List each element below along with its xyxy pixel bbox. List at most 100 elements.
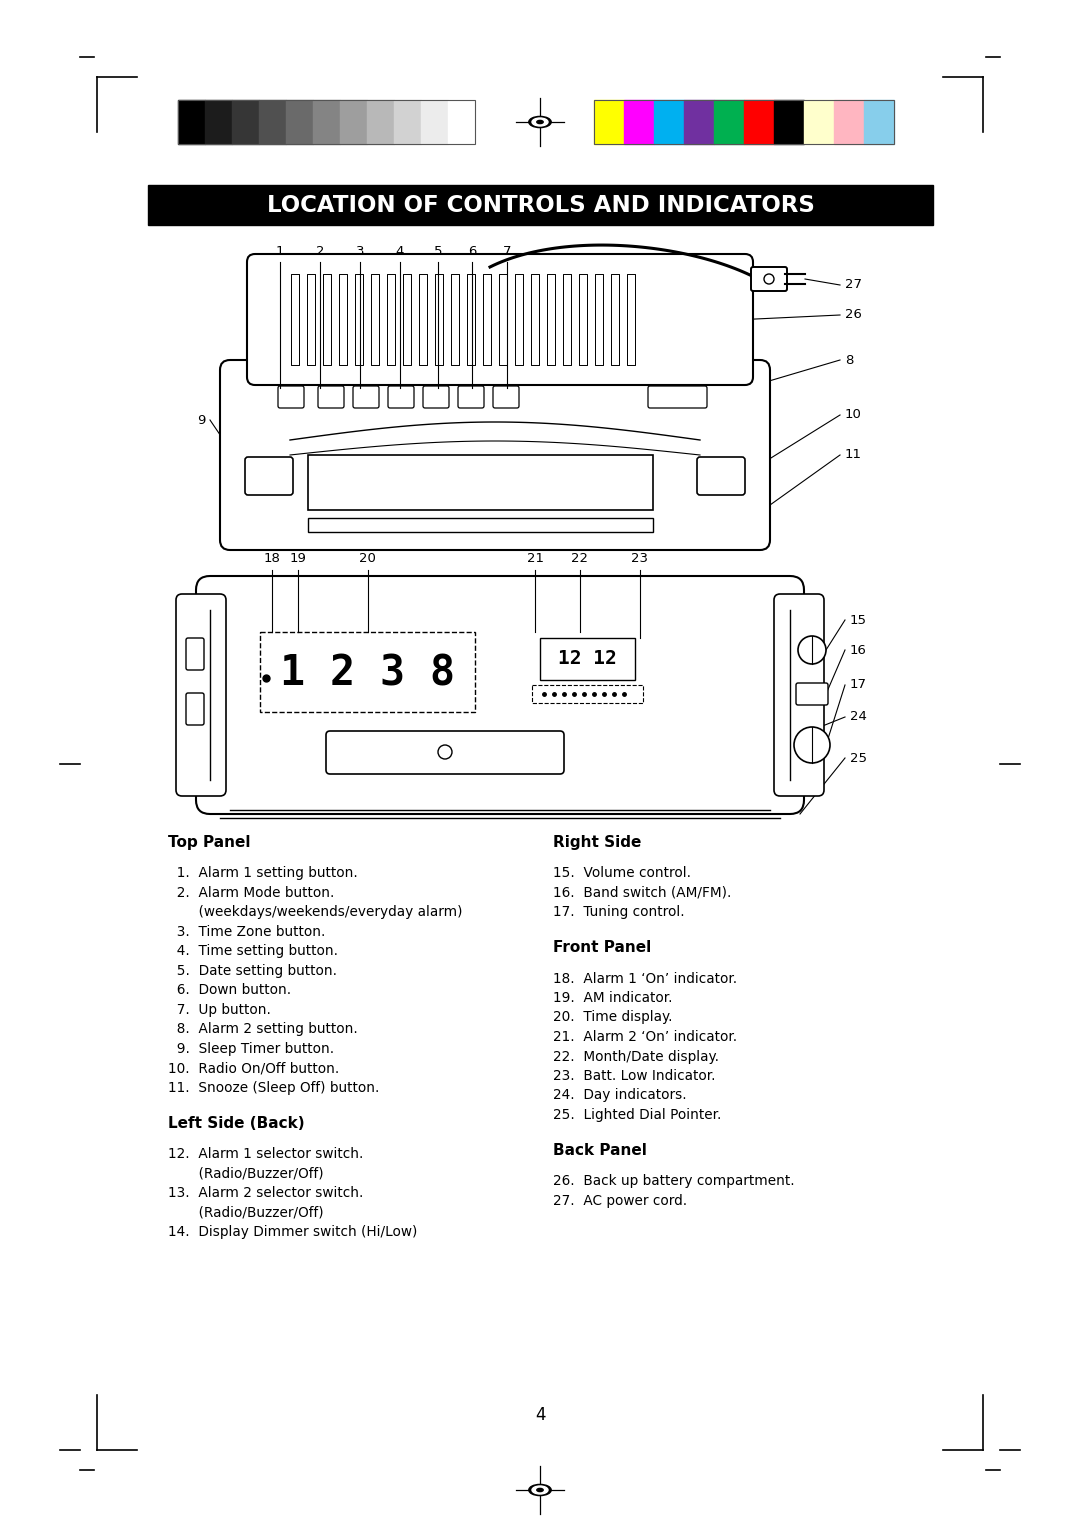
Text: (weekdays/weekends/everyday alarm): (weekdays/weekends/everyday alarm): [168, 905, 462, 920]
Text: 25.  Lighted Dial Pointer.: 25. Lighted Dial Pointer.: [553, 1108, 721, 1122]
Text: 6: 6: [468, 244, 476, 258]
FancyBboxPatch shape: [751, 267, 787, 290]
Bar: [323, 274, 330, 365]
Text: 17: 17: [850, 678, 867, 692]
Text: 13.  Alarm 2 selector switch.: 13. Alarm 2 selector switch.: [168, 1186, 363, 1199]
Ellipse shape: [532, 118, 548, 125]
Text: 27.  AC power cord.: 27. AC power cord.: [553, 1193, 687, 1207]
Circle shape: [438, 746, 453, 759]
Bar: [421, 99, 448, 144]
Bar: [531, 274, 539, 365]
Bar: [307, 274, 315, 365]
Text: 21: 21: [527, 552, 543, 565]
Text: 25: 25: [850, 752, 867, 764]
Text: 18.  Alarm 1 ‘On’ indicator.: 18. Alarm 1 ‘On’ indicator.: [553, 972, 738, 986]
Bar: [563, 274, 571, 365]
Circle shape: [764, 274, 774, 284]
Text: 14: 14: [188, 723, 205, 736]
Bar: [148, 185, 933, 225]
Text: 12: 12: [188, 619, 205, 631]
FancyBboxPatch shape: [458, 387, 484, 408]
Bar: [340, 99, 367, 144]
FancyBboxPatch shape: [186, 694, 204, 724]
Text: 16: 16: [850, 643, 867, 657]
Bar: [594, 99, 624, 144]
Bar: [515, 274, 523, 365]
Text: 13: 13: [188, 663, 205, 677]
FancyBboxPatch shape: [326, 730, 564, 775]
Text: 9.  Sleep Timer button.: 9. Sleep Timer button.: [168, 1042, 334, 1056]
Bar: [259, 99, 286, 144]
Text: LOCATION OF CONTROLS AND INDICATORS: LOCATION OF CONTROLS AND INDICATORS: [267, 194, 814, 217]
Text: 24.  Day indicators.: 24. Day indicators.: [553, 1088, 687, 1103]
Bar: [308, 518, 653, 532]
Text: 4: 4: [535, 1406, 545, 1424]
Bar: [448, 99, 475, 144]
Ellipse shape: [529, 1484, 551, 1496]
Bar: [684, 99, 714, 144]
FancyBboxPatch shape: [195, 576, 804, 814]
Text: 1: 1: [275, 244, 284, 258]
Bar: [499, 274, 507, 365]
FancyBboxPatch shape: [492, 387, 519, 408]
Bar: [178, 99, 205, 144]
Bar: [744, 99, 774, 144]
Text: 12 12: 12 12: [558, 649, 617, 669]
Text: Back Panel: Back Panel: [553, 1143, 647, 1158]
Text: 2.  Alarm Mode button.: 2. Alarm Mode button.: [168, 886, 335, 900]
Bar: [624, 99, 654, 144]
Bar: [579, 274, 588, 365]
Text: 16.  Band switch (AM/FM).: 16. Band switch (AM/FM).: [553, 886, 731, 900]
Bar: [804, 99, 834, 144]
Text: 8.  Alarm 2 setting button.: 8. Alarm 2 setting button.: [168, 1022, 357, 1036]
Circle shape: [794, 727, 831, 762]
Text: 3: 3: [355, 244, 364, 258]
Text: Right Side: Right Side: [553, 834, 642, 850]
FancyBboxPatch shape: [697, 457, 745, 495]
Text: 2: 2: [315, 244, 324, 258]
Text: 23.  Batt. Low Indicator.: 23. Batt. Low Indicator.: [553, 1070, 715, 1083]
Text: 18: 18: [264, 552, 281, 565]
Text: 9: 9: [197, 414, 205, 426]
Text: 24: 24: [850, 711, 867, 723]
Text: 10: 10: [845, 408, 862, 422]
Text: 15.  Volume control.: 15. Volume control.: [553, 866, 691, 880]
Bar: [313, 99, 340, 144]
Text: 7.  Up button.: 7. Up button.: [168, 1002, 271, 1016]
Text: 17.  Tuning control.: 17. Tuning control.: [553, 905, 685, 920]
Bar: [540, 639, 635, 680]
Bar: [260, 633, 475, 712]
Bar: [774, 99, 804, 144]
Bar: [403, 274, 411, 365]
Bar: [355, 274, 363, 365]
FancyBboxPatch shape: [278, 387, 303, 408]
Text: 20.  Time display.: 20. Time display.: [553, 1010, 673, 1024]
FancyBboxPatch shape: [388, 387, 414, 408]
Text: 10.  Radio On/Off button.: 10. Radio On/Off button.: [168, 1062, 339, 1076]
FancyBboxPatch shape: [796, 683, 828, 704]
Bar: [419, 274, 427, 365]
Text: (Radio/Buzzer/Off): (Radio/Buzzer/Off): [168, 1166, 324, 1181]
Bar: [451, 274, 459, 365]
Bar: [483, 274, 491, 365]
Text: 4.  Time setting button.: 4. Time setting button.: [168, 944, 338, 958]
Ellipse shape: [532, 1487, 548, 1494]
Text: 26.  Back up battery compartment.: 26. Back up battery compartment.: [553, 1175, 795, 1189]
Bar: [178, 99, 475, 144]
Bar: [532, 685, 643, 703]
Text: 4: 4: [395, 244, 404, 258]
Text: 11.  Snooze (Sleep Off) button.: 11. Snooze (Sleep Off) button.: [168, 1080, 379, 1094]
Text: 1 2 3 8: 1 2 3 8: [280, 652, 455, 695]
FancyBboxPatch shape: [245, 457, 293, 495]
FancyBboxPatch shape: [774, 594, 824, 796]
Text: 7: 7: [503, 244, 511, 258]
Text: 20: 20: [359, 552, 376, 565]
Text: 19.  AM indicator.: 19. AM indicator.: [553, 992, 673, 1005]
FancyBboxPatch shape: [353, 387, 379, 408]
Bar: [714, 99, 744, 144]
Text: 21.  Alarm 2 ‘On’ indicator.: 21. Alarm 2 ‘On’ indicator.: [553, 1030, 738, 1044]
Text: (Radio/Buzzer/Off): (Radio/Buzzer/Off): [168, 1206, 324, 1219]
Ellipse shape: [537, 1488, 543, 1491]
Bar: [339, 274, 347, 365]
Text: 6.  Down button.: 6. Down button.: [168, 983, 292, 998]
